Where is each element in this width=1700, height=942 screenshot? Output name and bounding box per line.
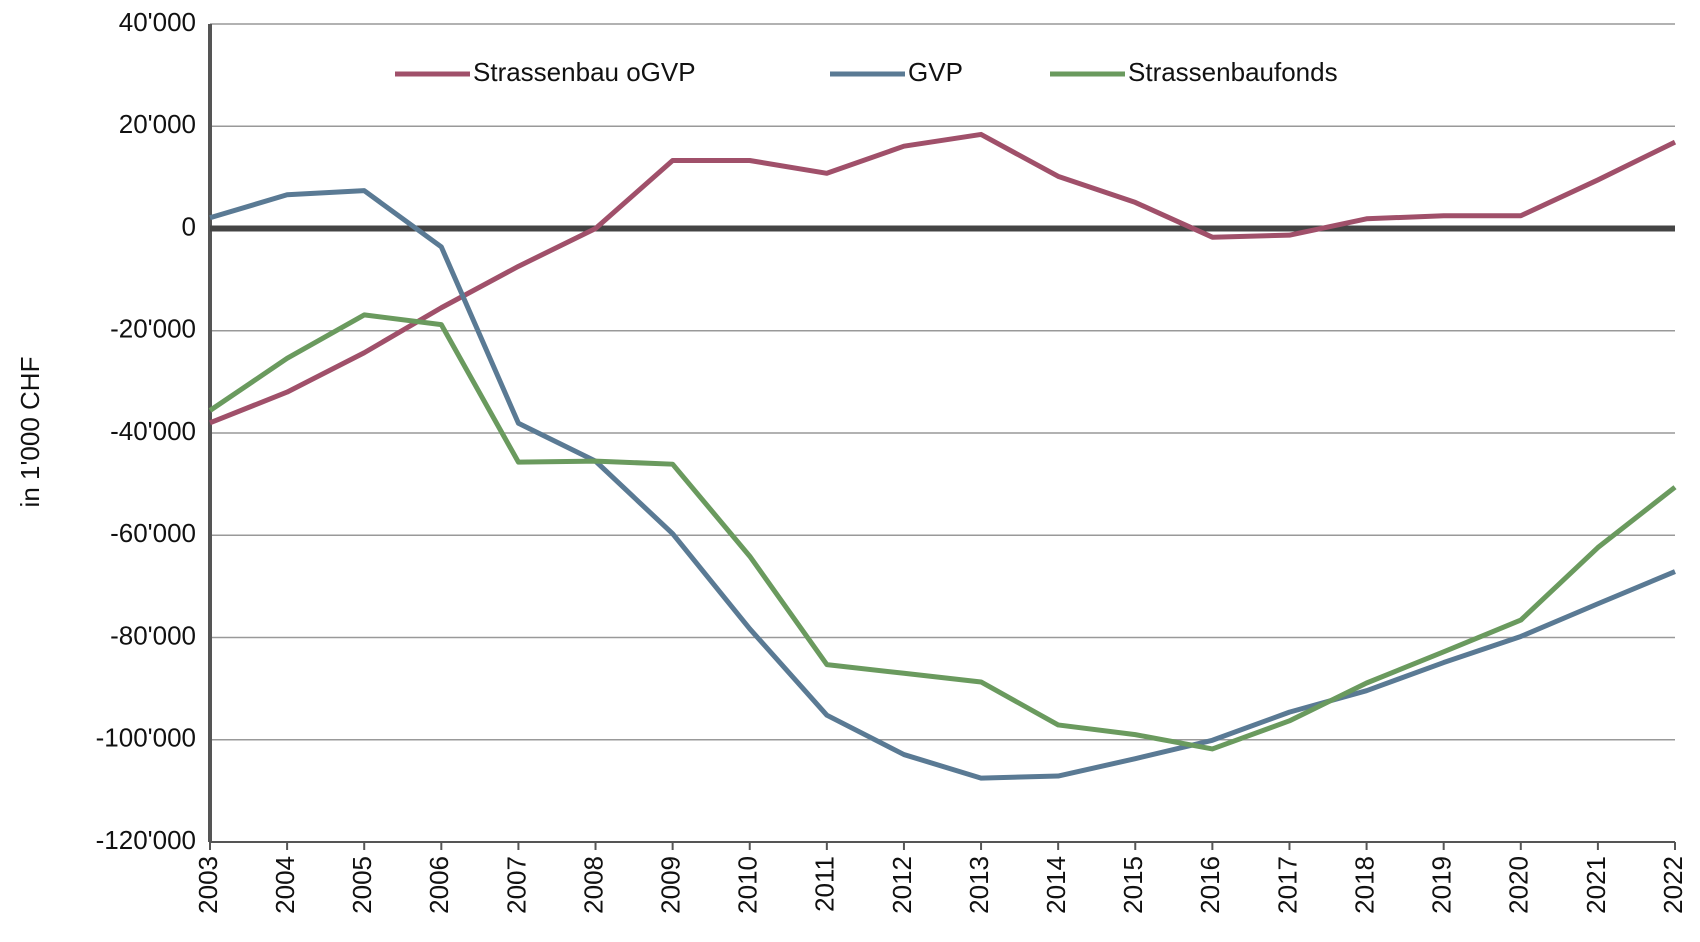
x-tick-label: 2004 <box>270 856 300 914</box>
legend-label: GVP <box>908 57 963 87</box>
x-tick-label: 2011 <box>810 856 840 912</box>
x-tick-label: 2013 <box>964 856 994 914</box>
x-tick-label: 2020 <box>1504 856 1534 914</box>
y-tick-label: -40'000 <box>110 416 196 446</box>
x-tick-label: 2016 <box>1195 856 1225 914</box>
x-tick-label: 2006 <box>424 856 454 914</box>
x-tick-label: 2017 <box>1272 856 1302 914</box>
y-tick-label: -20'000 <box>110 314 196 344</box>
x-tick-label: 2003 <box>193 856 223 914</box>
x-tick-label: 2021 <box>1581 856 1611 914</box>
y-tick-label: -100'000 <box>96 723 196 753</box>
x-tick-label: 2010 <box>733 856 763 914</box>
x-tick-label: 2009 <box>656 856 686 914</box>
x-tick-label: 2019 <box>1427 856 1457 914</box>
x-tick-label: 2012 <box>887 856 917 914</box>
series-line <box>209 131 1677 426</box>
y-tick-label: 40'000 <box>119 7 196 37</box>
series-line <box>208 312 1677 752</box>
y-tick-label: 20'000 <box>119 109 196 139</box>
y-tick-label: 0 <box>182 211 196 241</box>
y-tick-label: -60'000 <box>110 518 196 548</box>
x-tick-label: 2018 <box>1349 856 1379 914</box>
x-tick-label: 2008 <box>578 856 608 914</box>
x-tick-label: 2015 <box>1118 856 1148 914</box>
x-tick-label: 2005 <box>347 856 377 914</box>
x-tick-label: 2007 <box>501 856 531 914</box>
y-axis-label: in 1'000 CHF <box>15 357 45 508</box>
legend-label: Strassenbau oGVP <box>473 57 696 87</box>
x-tick-label: 2014 <box>1041 856 1071 914</box>
legend-label: Strassenbaufonds <box>1128 57 1338 87</box>
x-tick-label: 2022 <box>1658 856 1688 914</box>
series-line <box>209 188 1676 781</box>
y-tick-label: -80'000 <box>110 620 196 650</box>
y-tick-label: -120'000 <box>96 825 196 855</box>
